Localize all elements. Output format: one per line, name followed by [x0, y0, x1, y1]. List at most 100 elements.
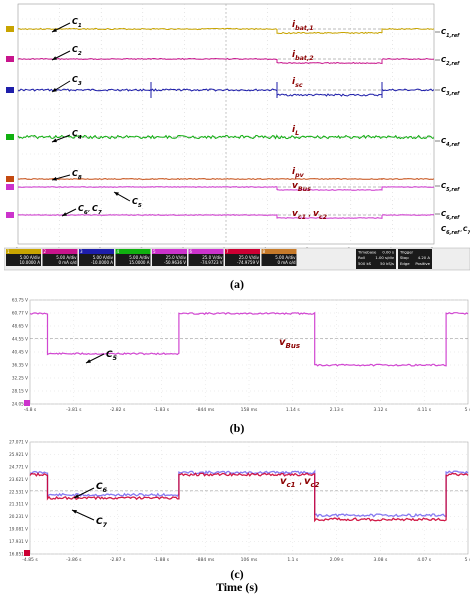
status-ch-body: [115, 254, 151, 266]
status-ch-num: 7: [226, 249, 229, 254]
status-timebase-val: 0.00 s: [382, 250, 394, 255]
x-tick-label: 4.11 s: [417, 407, 431, 413]
series-line-v_c1: [29, 469, 469, 518]
status-ch-offset: 10.0000 A: [19, 260, 40, 265]
trace-label-c2: C2: [72, 45, 82, 57]
status-ch-scale: 25.0 V/div: [166, 255, 187, 260]
trace-c1: [17, 27, 435, 35]
x-axis-title: Time (s): [215, 580, 259, 594]
trace-c8: [17, 178, 435, 181]
trace-arrow-head: [52, 28, 57, 32]
status-ch-header: [115, 249, 151, 254]
y-tick-label: 36.35 V: [12, 363, 28, 368]
trace-label-c1: C1: [72, 17, 82, 29]
y-tick-label: 27.071 V: [9, 440, 28, 445]
caption-c: (c): [230, 567, 244, 581]
trace-arrow-head: [52, 176, 57, 181]
scope-b-svg: 63.75 V 60.77 V 48.65 V 44.55 V 40.45 V 36.35…: [12, 298, 472, 414]
y-tick-label: 48.65 V: [12, 324, 28, 329]
status-ch-body: [225, 254, 260, 266]
status-ch-offset: 0 mA o/d: [58, 260, 77, 265]
channel-marker: [24, 550, 30, 556]
x-tick-label: -4.8 s: [24, 407, 37, 413]
status-ch-scale: 5.00 A/div: [275, 255, 296, 260]
quantity-label-vbus: vBus: [279, 337, 300, 350]
status-ch-scale: 5.00 A/div: [93, 255, 114, 260]
trace-label-c7: C7: [92, 204, 102, 216]
series-line-v_c2: [29, 472, 469, 523]
x-tick-label: 158 ms: [241, 407, 258, 413]
y-tick-label: 44.55 V: [12, 337, 28, 342]
panel-b-scope: 63.75 V 60.77 V 48.65 V 44.55 V 40.45 V 36.35…: [4, 296, 472, 416]
status-ch-body: [79, 254, 114, 266]
status-timebase-samples: 500 kS: [358, 261, 372, 266]
status-ch-body: [152, 254, 187, 266]
channel-marker: [6, 56, 14, 62]
x-tick-label: 3.08 s: [374, 557, 388, 563]
status-ch-offset: -10.0000 A: [91, 260, 113, 265]
status-ch-scale: 5.00 A/div: [129, 255, 150, 260]
status-timebase-mode: Roll: [358, 255, 365, 260]
trace-label-c6: C6: [78, 204, 88, 216]
y-tick-label: 24.771 V: [9, 464, 28, 469]
status-ch-header: [42, 249, 78, 254]
y-tick-label: 17.931 V: [9, 539, 28, 544]
channel-marker: [6, 87, 14, 93]
x-tick-label: -844 ms: [196, 407, 215, 413]
status-ch-header: [6, 249, 41, 254]
y-tick-label: 63.75 V: [12, 298, 28, 303]
x-tick-label: -4.85 s: [22, 557, 38, 563]
status-ch-header: [188, 249, 224, 254]
status-ch-scale: 5.00 A/div: [56, 255, 77, 260]
quantity-label-c67: vc1: [292, 209, 306, 221]
status-ch-num: 5: [153, 249, 156, 254]
trace-label-c8: C8: [72, 169, 82, 181]
scope-c-svg: 27.071 V 25.921 V 24.771 V 23.621 V 22.531 V…: [9, 440, 472, 564]
trace-label-c4: C4: [72, 129, 82, 141]
x-tick-label: -884 ms: [196, 557, 215, 563]
status-ch-body: [188, 254, 224, 266]
quantity-label-c8: ipv: [292, 167, 305, 179]
ref-label-c67: C6,ref: [441, 210, 460, 221]
status-ch-num: 3: [80, 249, 83, 254]
x-tick-label: 1.1 s: [287, 557, 299, 563]
channel-marker: [6, 176, 14, 182]
x-tick-label: 4.07 s: [417, 557, 431, 563]
x-tick-label: 1.14 s: [286, 407, 300, 413]
status-ch-offset: -74.9723 V: [201, 260, 223, 265]
ref-label-c1: C1,ref: [441, 28, 460, 39]
status-ch-header: [225, 249, 260, 254]
trace-arrow-head: [86, 359, 91, 363]
x-tick-label: -2.82 s: [110, 407, 126, 413]
quantity-label-c3: isc: [292, 77, 303, 89]
quantity-sep: ,: [308, 209, 311, 219]
trace-arrow-head: [52, 56, 57, 60]
x-tick-label: 5 s: [465, 407, 470, 413]
trace-arrow-head: [62, 212, 67, 216]
status-ch-header: [79, 249, 114, 254]
status-ch-header: [152, 249, 187, 254]
x-tick-label: 106 ms: [241, 557, 258, 563]
x-tick-label: 3.12 s: [374, 407, 388, 413]
trace-label-c7: C7: [96, 517, 108, 529]
x-tick-label: -3.81 s: [66, 407, 82, 413]
y-tick-label: 21.311 V: [9, 502, 28, 507]
trace-c67: [17, 214, 435, 219]
y-tick-label: 20.231 V: [9, 514, 28, 519]
status-timebase-rate: 50 kS/s: [380, 261, 394, 266]
ref-label-c5: C5,ref: [441, 182, 460, 193]
quantity-label-vc1: vc1: [280, 476, 296, 489]
scope-a-svg: -5 s-4 s-3 s-2 s-1 s0 s1 s2 s3 s4 s5 sC1…: [3, 2, 474, 272]
channel-marker: [6, 26, 14, 32]
y-tick-label: 22.531 V: [9, 489, 28, 494]
ref-label-c2: C2,ref: [441, 56, 460, 67]
status-ch-offset: -74.9759 V: [237, 260, 259, 265]
status-trigger-val: 4.20 A: [418, 255, 431, 260]
status-ch-offset: -50.9636 V: [164, 260, 186, 265]
y-tick-label: 28.15 V: [12, 389, 28, 394]
status-trigger-mode: Stop: [400, 255, 409, 260]
trace-arrow-head: [72, 510, 77, 514]
caption-a: (a): [230, 277, 244, 291]
trace-label-c6: C6: [96, 482, 108, 494]
trace-c4: [17, 133, 435, 140]
